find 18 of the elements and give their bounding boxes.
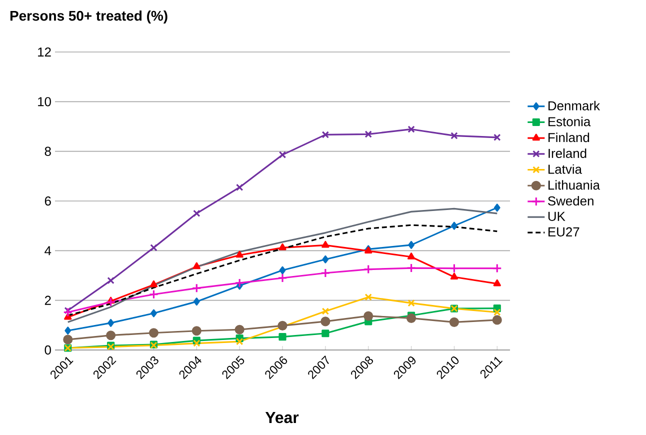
legend-label: UK [548, 212, 566, 221]
x-axis-title: Year [265, 412, 299, 424]
y-tick-label: 2 [44, 296, 51, 305]
y-tick-label: 0 [44, 345, 51, 355]
legend-label: Ireland [548, 148, 586, 158]
legend-label: Finland [548, 132, 590, 142]
y-tick-label: 10 [38, 97, 51, 106]
legend-label: Denmark [548, 100, 600, 110]
chart-title: Persons 50+ treated (%) [10, 10, 168, 24]
y-tick-label: 4 [44, 246, 52, 256]
y-tick-label: 6 [44, 196, 51, 206]
y-tick-label: 8 [44, 146, 51, 156]
y-tick-label: 12 [38, 47, 51, 57]
legend-label: Latvia [548, 164, 582, 174]
legend-label: Estonia [548, 116, 591, 126]
legend-label: EU27 [548, 227, 580, 236]
legend-label: Lithuania [548, 180, 600, 190]
legend-label: Sweden [548, 196, 594, 206]
